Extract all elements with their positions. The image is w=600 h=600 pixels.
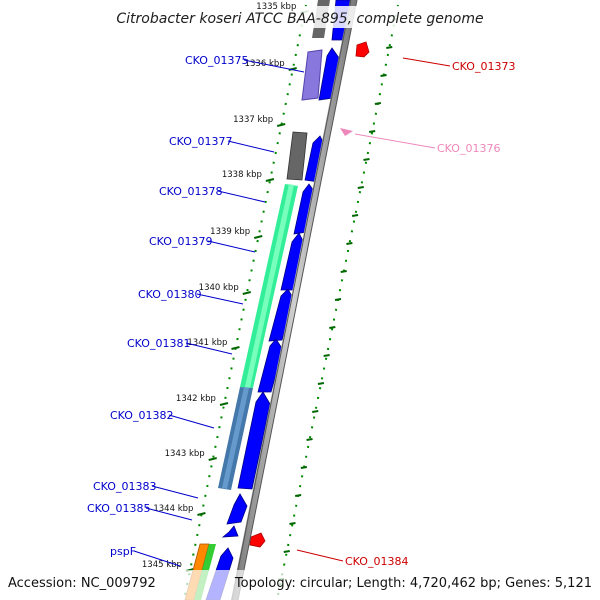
ruler-tick [253,235,263,239]
outer-tick [369,130,376,133]
outer-tick [317,382,325,385]
gene-arrow-cko01376 [340,128,353,136]
gene-label-left: CKO_01379 [149,235,212,248]
label-connector [185,342,233,355]
backbone [231,0,358,600]
label-connector [296,549,344,562]
gene-arrow-cko01383 [226,493,248,525]
feature-green-stripe [245,184,294,388]
outer-tick [289,522,296,525]
ruler-label: 1342 kbp [176,394,216,404]
outer-tick [340,270,347,273]
outer-tick [357,186,364,189]
ruler-tick [265,178,275,182]
label-connector [243,59,305,73]
backbone-edge-2 [237,0,358,600]
ruler-tick [231,346,240,350]
outer-tick [351,214,359,217]
gene-label-right: CKO_01373 [452,60,515,73]
gene-label-right: CKO_01376 [437,142,500,155]
label-connector [145,507,193,521]
accession-text: Accession: NC_009792 [8,576,156,591]
ruler-tick [219,402,229,406]
gene-label-left: CKO_01381 [127,337,190,350]
outer-tick [374,102,382,105]
label-connector [133,550,181,567]
right-gene-labels: CKO_01373 CKO_01376 CKO_01384 [296,57,515,568]
guide-line-inner [183,4,307,600]
ruler-label: 1345 kbp [142,560,182,570]
gene-label-left: CKO_01385 [87,502,150,515]
outer-tick [363,158,370,161]
label-connector [402,57,451,67]
label-connector [151,485,199,499]
ruler-tick [197,512,206,516]
gene-label-left: CKO_01378 [159,185,222,198]
gene-label-right: CKO_01384 [345,555,408,568]
label-connector [217,190,266,203]
gene-arrow-cko01373 [355,41,370,58]
title-background [110,6,485,28]
ruler-tick [276,123,286,127]
feature-gray-cko01377 [286,131,308,181]
ruler-label: 1338 kbp [222,170,262,180]
gene-label-left: CKO_01375 [185,54,248,67]
outer-tick [294,494,302,497]
label-connector [168,414,215,429]
outer-tick [386,46,393,49]
gene-label-left: pspF [110,545,136,558]
backbone-edge [231,0,352,600]
outer-tick [334,298,342,301]
topology-summary-text: Topology: circular; Length: 4,720,462 bp… [234,576,592,591]
ruler-label: 1337 kbp [233,115,273,125]
outer-tick [283,550,290,553]
ruler-label: 1339 kbp [210,227,250,237]
outer-tick [306,438,313,441]
outer-tick [329,326,336,329]
label-connector [196,293,244,305]
label-connector [227,140,275,153]
ruler-label: 1343 kbp [165,449,205,459]
ruler-tick [208,457,217,461]
gene-label-left: CKO_01382 [110,409,173,422]
map-title-front: Citrobacter koseri ATCC BAA-895, complet… [116,11,483,27]
ruler-label: 1335 kbp [256,2,296,12]
gene-label-left: CKO_01383 [93,480,156,493]
feature-steelblue-stripe [222,387,249,489]
footer-background [0,570,600,600]
ruler-label: 1341 kbp [187,338,227,348]
ruler-label: 1344 kbp [153,504,193,514]
label-connector [207,240,256,253]
backbone-bar [231,0,357,600]
gene-arrow-cko01385 [221,525,239,538]
outer-tick [323,354,330,357]
feature-purple [301,49,323,101]
label-connector [354,133,436,149]
gene-arrow-cko01384 [249,532,266,548]
left-gene-labels: CKO_01375 CKO_01377 CKO_01378 CKO_01379 CKO_… [87,54,305,567]
gene-arrow-cko01382 [237,391,271,490]
gene-label-left: CKO_01377 [169,135,232,148]
ruler-label: 1340 kbp [199,283,239,293]
feature-track [184,0,370,600]
outer-tick [312,410,319,413]
gene-label-left: CKO_01380 [138,288,201,301]
outer-tick [346,242,353,245]
outer-tick [380,74,387,77]
outer-tick [300,466,308,469]
ruler-tick [242,291,251,295]
